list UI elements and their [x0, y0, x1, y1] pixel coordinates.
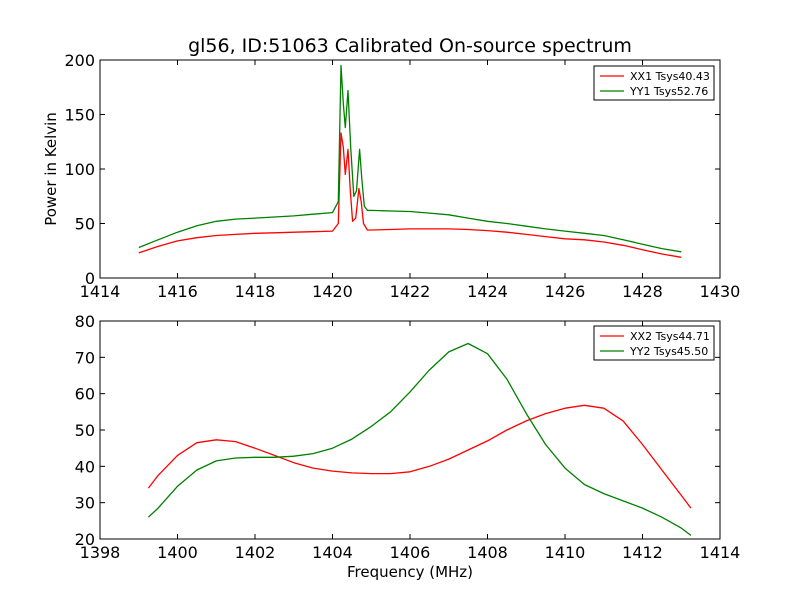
x-tick-label: 1410: [545, 543, 586, 562]
y-tick-label: 60: [75, 385, 95, 404]
legend-box: [593, 325, 715, 361]
y-tick-label: 50: [75, 421, 95, 440]
x-tick-label: 1404: [312, 543, 353, 562]
y-tick-label: 70: [75, 348, 95, 367]
x-tick-label: 1402: [235, 543, 276, 562]
x-tick-label: 1398: [80, 543, 121, 562]
x-tick-label: 1424: [467, 282, 508, 301]
legend-entry: XX1 Tsys40.43: [630, 70, 710, 83]
y-tick-label: 40: [75, 457, 95, 476]
x-tick-label: 1414: [80, 282, 121, 301]
x-tick-label: 1422: [390, 282, 431, 301]
series-line-2-1: [147, 404, 692, 509]
x-tick-label: 1414: [700, 543, 741, 562]
y-tick-label: 80: [75, 312, 95, 331]
legend-entry: YY2 Tsys45.50: [629, 345, 708, 358]
x-tick-label: 1428: [622, 282, 663, 301]
x-tick-label: 1420: [312, 282, 353, 301]
series-line-1-2: [138, 64, 682, 253]
y-tick-label: 50: [75, 215, 95, 234]
y-tick-label: 100: [64, 160, 95, 179]
x-tick-label: 1412: [622, 543, 663, 562]
series-line-1-1: [138, 132, 682, 258]
series-line-2-2: [147, 342, 692, 536]
x-tick-label: 1406: [390, 543, 431, 562]
legend-box: [593, 65, 715, 101]
x-tick-label: 1418: [235, 282, 276, 301]
y-axis-label: Power in Kelvin: [42, 112, 60, 226]
legend: XX1 Tsys40.43 YY1 Tsys52.76: [593, 65, 715, 101]
chart-title: gl56, ID:51063 Calibrated On-source spec…: [188, 35, 632, 57]
y-tick-label: 0: [85, 269, 95, 288]
y-tick-label: 200: [64, 51, 95, 70]
x-tick-label: 1408: [467, 543, 508, 562]
x-axis-label: Frequency (MHz): [347, 563, 473, 581]
x-tick-label: 1426: [545, 282, 586, 301]
y-tick-label: 20: [75, 530, 95, 549]
y-tick-label: 30: [75, 494, 95, 513]
plot-panel-top: 1414 1416 1418 1420 1422 1424 1426 1428 1430 0 50 1…: [64, 51, 740, 301]
x-tick-label: 1416: [157, 282, 198, 301]
y-tick-label: 150: [64, 106, 95, 125]
legend-entry: YY1 Tsys52.76: [629, 85, 708, 98]
plot-panel-bottom: 1398 1400 1402 1404 1406 1408 1410 1412 1414 20 30…: [75, 312, 741, 562]
legend: XX2 Tsys44.71 YY2 Tsys45.50: [593, 325, 715, 361]
legend-entry: XX2 Tsys44.71: [630, 330, 710, 343]
x-tick-label: 1430: [700, 282, 741, 301]
x-tick-label: 1400: [157, 543, 198, 562]
